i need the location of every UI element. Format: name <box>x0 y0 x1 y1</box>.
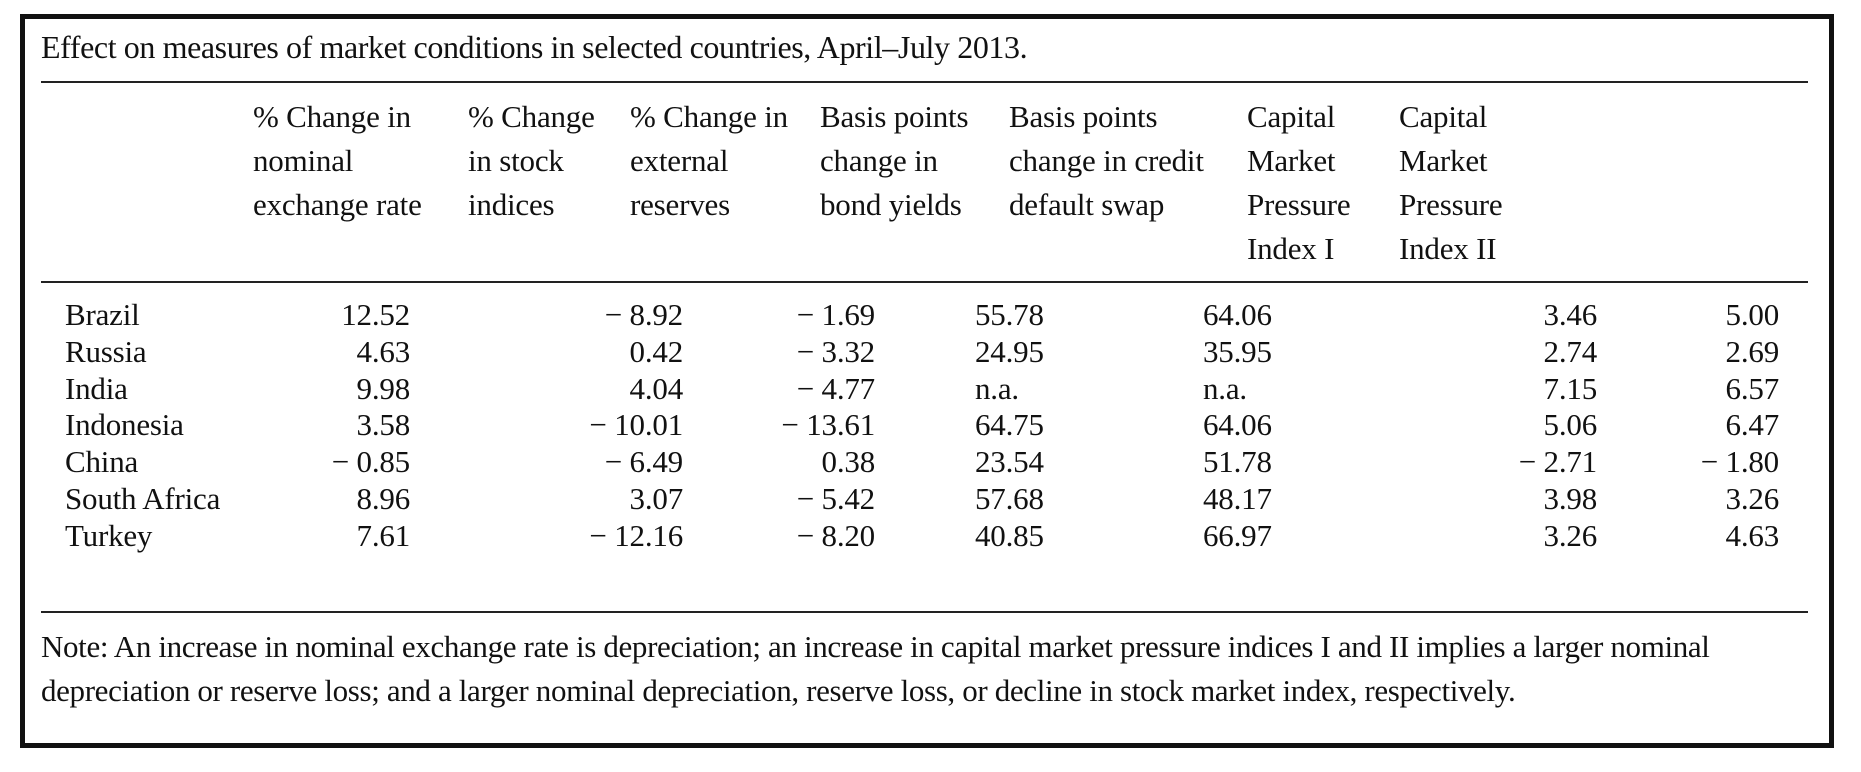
exchange-rate-cell: 8.96 <box>356 481 411 516</box>
bond-yields-cell: n.a. <box>975 371 1019 406</box>
exchange-rate-cell: 12.52 <box>341 297 410 332</box>
cmp-index-1-cell: 5.06 <box>1543 407 1598 442</box>
external-reserves-cell: − 13.61 <box>781 407 875 442</box>
top-rule <box>41 81 1808 83</box>
credit-default-swap-cell: n.a. <box>1203 371 1247 406</box>
stock-indices-cell: − 6.49 <box>604 444 683 479</box>
bond-yields-cell: 55.78 <box>975 297 1044 332</box>
table-frame: Effect on measures of market conditions … <box>20 14 1834 748</box>
cmp-index-2-cell: − 1.80 <box>1700 444 1779 479</box>
credit-default-swap-cell: 51.78 <box>1203 444 1272 479</box>
country-name: Russia <box>65 334 147 369</box>
external-reserves-cell: − 4.77 <box>796 371 875 406</box>
header-external-reserves: % Change in external reserves <box>630 99 788 222</box>
cmp-index-1-cell: 3.46 <box>1543 297 1598 332</box>
credit-default-swap-cell: 64.06 <box>1203 407 1272 442</box>
header-rule <box>41 281 1808 283</box>
credit-default-swap-cell: 48.17 <box>1203 481 1272 516</box>
cmp-index-2-cell: 2.69 <box>1725 334 1780 369</box>
external-reserves-cell: − 8.20 <box>796 518 875 553</box>
stock-indices-cell: 0.42 <box>629 334 684 369</box>
bond-yields-cell: 24.95 <box>975 334 1044 369</box>
stock-indices-cell: 4.04 <box>629 371 684 406</box>
cmp-index-2-cell: 3.26 <box>1725 481 1780 516</box>
header-bond-yields: Basis points change in bond yields <box>820 99 969 222</box>
cmp-index-1-cell: − 2.71 <box>1518 444 1597 479</box>
credit-default-swap-cell: 64.06 <box>1203 297 1272 332</box>
external-reserves-cell: − 5.42 <box>796 481 875 516</box>
credit-default-swap-cell: 35.95 <box>1203 334 1272 369</box>
country-name: South Africa <box>65 481 221 516</box>
header-credit-default-swap: Basis points change in credit default sw… <box>1009 99 1204 222</box>
cmp-index-1-cell: 3.26 <box>1543 518 1598 553</box>
cmp-index-2-cell: 6.47 <box>1725 407 1780 442</box>
exchange-rate-cell: 7.61 <box>356 518 411 553</box>
bond-yields-cell: 40.85 <box>975 518 1044 553</box>
country-name: Indonesia <box>65 407 184 442</box>
header-cmp-index-2: Capital Market Pressure Index II <box>1399 99 1503 266</box>
exchange-rate-cell: 4.63 <box>356 334 411 369</box>
country-name: China <box>65 444 139 479</box>
cmp-index-1-cell: 7.15 <box>1543 371 1598 406</box>
cmp-index-2-cell: 4.63 <box>1725 518 1780 553</box>
external-reserves-cell: − 3.32 <box>796 334 875 369</box>
bond-yields-cell: 23.54 <box>975 444 1044 479</box>
cmp-index-2-cell: 5.00 <box>1725 297 1780 332</box>
stock-indices-cell: − 12.16 <box>589 518 683 553</box>
stock-indices-cell: 3.07 <box>629 481 684 516</box>
country-name: Brazil <box>65 297 140 332</box>
external-reserves-cell: − 1.69 <box>796 297 875 332</box>
bond-yields-cell: 64.75 <box>975 407 1044 442</box>
stock-indices-cell: − 10.01 <box>589 407 683 442</box>
country-name: Turkey <box>65 518 153 553</box>
stock-indices-cell: − 8.92 <box>604 297 683 332</box>
bond-yields-cell: 57.68 <box>975 481 1044 516</box>
header-exchange-rate: % Change in nominal exchange rate <box>253 99 422 222</box>
bottom-rule <box>41 611 1808 613</box>
header-cmp-index-1: Capital Market Pressure Index I <box>1247 99 1351 266</box>
credit-default-swap-cell: 66.97 <box>1203 518 1272 553</box>
table-caption: Effect on measures of market conditions … <box>41 29 1028 65</box>
cmp-index-1-cell: 2.74 <box>1543 334 1598 369</box>
cmp-index-2-cell: 6.57 <box>1725 371 1780 406</box>
exchange-rate-cell: 9.98 <box>356 371 411 406</box>
cmp-index-1-cell: 3.98 <box>1543 481 1598 516</box>
exchange-rate-cell: − 0.85 <box>331 444 410 479</box>
country-name: India <box>65 371 128 406</box>
external-reserves-cell: 0.38 <box>821 444 876 479</box>
table-note: Note: An increase in nominal exchange ra… <box>41 629 1710 708</box>
header-stock-indices: % Change in stock indices <box>468 99 595 222</box>
exchange-rate-cell: 3.58 <box>356 407 411 442</box>
